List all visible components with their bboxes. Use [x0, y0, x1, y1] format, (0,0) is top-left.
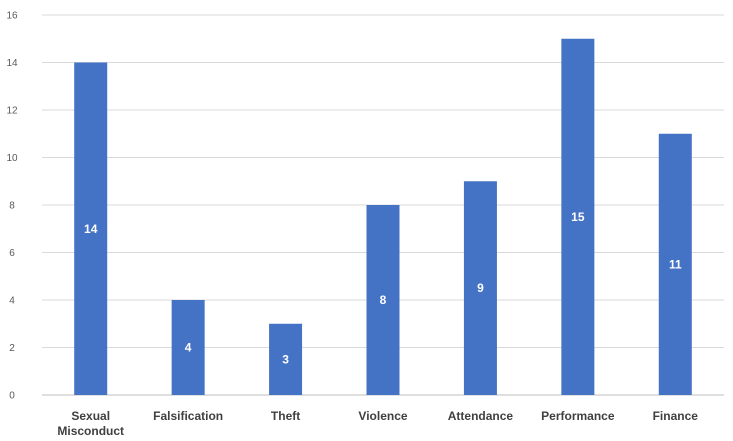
x-category-label: Violence	[358, 409, 407, 423]
y-tick-label: 10	[6, 153, 18, 164]
data-label: 11	[669, 257, 682, 271]
x-category-label: Finance	[653, 409, 699, 423]
data-label: 14	[84, 222, 98, 236]
bar	[366, 205, 400, 395]
y-tick-label: 12	[6, 106, 18, 117]
y-tick-label: 6	[9, 248, 15, 259]
x-category-label: Sexual Misconduct	[57, 409, 124, 438]
y-tick-label: 14	[6, 58, 18, 69]
data-label: 4	[185, 341, 192, 355]
bars	[74, 38, 692, 395]
y-tick-label: 4	[9, 296, 15, 307]
x-axis-categories: Sexual Misconduct Falsification Theft Violen…	[57, 409, 698, 438]
x-category-label: Theft	[271, 409, 300, 423]
bar	[74, 62, 108, 395]
bar	[171, 300, 205, 395]
bar	[658, 133, 692, 395]
data-label: 15	[571, 210, 585, 224]
data-labels: 14 4 3 8 9 15 11	[84, 210, 682, 367]
y-axis-ticks: 0 2 4 6 8 10 12 14 16	[6, 11, 18, 402]
x-category-label: Attendance	[448, 409, 514, 423]
y-tick-label: 16	[6, 11, 18, 22]
y-tick-label: 0	[9, 391, 15, 402]
bar	[269, 323, 303, 395]
data-label: 9	[477, 281, 484, 295]
x-category-label: Falsification	[153, 409, 223, 423]
x-category-label: Performance	[541, 409, 615, 423]
bar	[561, 38, 595, 395]
y-tick-label: 2	[9, 343, 15, 354]
data-label: 3	[282, 352, 289, 366]
bar	[463, 181, 497, 395]
y-tick-label: 8	[9, 201, 15, 212]
data-label: 8	[380, 293, 387, 307]
